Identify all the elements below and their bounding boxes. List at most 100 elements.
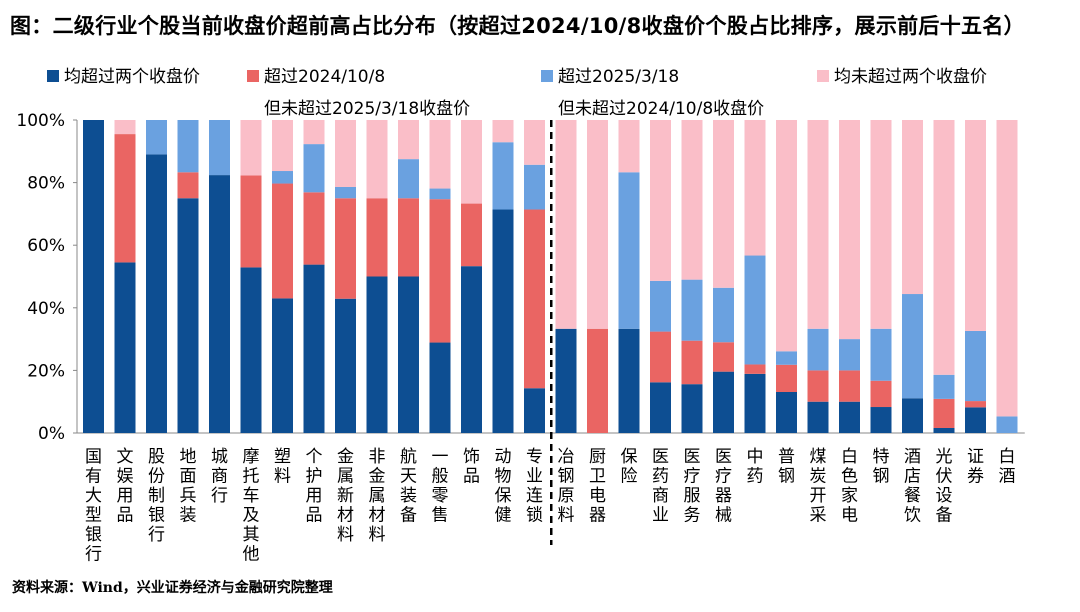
bar-segment-4	[461, 120, 482, 204]
bar-segment-2	[587, 328, 608, 433]
x-tick-label: 药	[747, 467, 764, 487]
legend-swatch	[47, 70, 59, 82]
bar-segment-4	[965, 120, 986, 331]
bar-segment-1	[902, 398, 923, 433]
bar-segment-1	[870, 407, 892, 433]
bar-segment-4	[870, 120, 892, 329]
x-tick-label: 国	[85, 447, 102, 467]
x-tick-label: 零	[432, 486, 449, 506]
bar-segment-3	[177, 120, 199, 173]
x-tick-label: 材	[369, 506, 386, 526]
x-tick-label: 行	[148, 525, 165, 545]
y-tick-label: 60%	[27, 236, 65, 256]
x-tick-label: 股	[148, 447, 165, 467]
x-tick-label: 备	[936, 506, 953, 526]
legend-swatch	[817, 70, 829, 82]
x-tick-label: 品	[117, 506, 134, 526]
bar-segment-1	[335, 298, 356, 433]
bar-segment-2	[272, 183, 293, 299]
bar-segment-1	[776, 391, 797, 433]
x-tick-label: 品	[306, 506, 323, 526]
bar-segment-3	[650, 280, 671, 332]
x-tick-label: 护	[306, 467, 323, 487]
x-tick-label: 型	[85, 506, 102, 526]
x-tick-label: 业	[526, 467, 543, 487]
x-tick-label: 一	[432, 447, 449, 467]
bar-segment-3	[272, 171, 293, 184]
x-tick-label: 证	[967, 447, 984, 467]
x-tick-label: 用	[117, 486, 134, 506]
x-tick-label: 酒	[999, 467, 1016, 487]
bar-segment-4	[366, 120, 388, 199]
bar-segment-4	[618, 120, 640, 173]
y-tick-label: 80%	[27, 174, 65, 194]
x-tick-label: 城	[211, 447, 228, 467]
bar-segment-3	[744, 255, 766, 365]
x-tick-label: 料	[558, 506, 575, 526]
bar-segment-1	[146, 154, 167, 433]
x-tick-label: 其	[243, 525, 260, 545]
x-tick-label: 医	[715, 447, 732, 467]
x-tick-label: 煤	[810, 447, 827, 467]
x-tick-label: 料	[369, 525, 386, 545]
x-tick-label: 娱	[117, 467, 134, 487]
x-tick-label: 餐	[904, 486, 921, 506]
x-tick-label: 份	[148, 467, 165, 487]
x-tick-label: 塑	[274, 447, 291, 467]
legend-sublabel: 但未超过2025/3/18收盘价	[264, 99, 471, 119]
bar-segment-4	[650, 120, 671, 281]
bar-segment-2	[965, 401, 986, 408]
x-tick-label: 地	[180, 447, 197, 467]
x-tick-label: 中	[747, 447, 764, 467]
x-tick-label: 医	[684, 447, 701, 467]
legend-item-both-above: 均超过两个收盘价	[47, 62, 200, 87]
bar-segment-1	[618, 328, 640, 433]
y-tick-label: 0%	[38, 424, 65, 444]
x-tick-label: 酒	[904, 447, 921, 467]
bar-segment-2	[398, 198, 419, 277]
x-tick-label: 文	[117, 447, 134, 467]
bar-segment-3	[335, 186, 356, 199]
x-tick-label: 装	[400, 486, 417, 506]
source-note: 资料来源：Wind，兴业证券经济与金融研究院整理	[12, 580, 333, 596]
bar-segment-2	[744, 364, 766, 374]
x-tick-label: 开	[810, 486, 827, 506]
bar-segment-4	[429, 120, 451, 189]
bar-segment-1	[492, 209, 514, 433]
bar-segment-2	[681, 340, 703, 385]
bar-segment-3	[146, 120, 167, 155]
x-tick-label: 兵	[180, 486, 197, 506]
bar-segment-2	[177, 172, 199, 199]
x-tick-label: 医	[652, 447, 669, 467]
legend-item-above-2025: 超过2025/3/18	[541, 62, 679, 87]
x-tick-label: 疗	[684, 467, 701, 487]
bar-segment-2	[461, 203, 482, 267]
bar-segment-1	[114, 262, 136, 433]
x-tick-label: 器	[715, 486, 732, 506]
x-tick-label: 家	[841, 486, 858, 506]
bar-segment-1	[839, 401, 860, 433]
bar-segment-1	[209, 175, 230, 433]
bar-segment-4	[492, 120, 514, 143]
bar-segment-1	[461, 266, 482, 433]
bar-segment-4	[555, 120, 577, 329]
legend-label: 均未超过两个收盘价	[834, 67, 987, 87]
x-tick-label: 行	[211, 486, 228, 506]
bar-segment-1	[398, 276, 419, 433]
bar-segment-1	[807, 401, 829, 433]
x-tick-label: 冶	[558, 447, 575, 467]
x-tick-label: 锁	[526, 506, 543, 526]
legend-sublabel: 但未超过2024/10/8收盘价	[558, 99, 765, 119]
bar-segment-2	[713, 342, 734, 372]
legend-label: 均超过两个收盘价	[64, 67, 200, 87]
x-tick-label: 商	[652, 486, 669, 506]
bar-segment-3	[681, 279, 703, 341]
x-tick-label: 有	[85, 467, 102, 487]
bar-segment-2	[650, 331, 671, 383]
bar-segment-4	[524, 120, 545, 165]
x-tick-label: 个	[306, 447, 323, 467]
bar-segment-3	[713, 287, 734, 343]
x-tick-label: 钢	[873, 467, 890, 487]
x-tick-label: 及	[243, 506, 260, 526]
